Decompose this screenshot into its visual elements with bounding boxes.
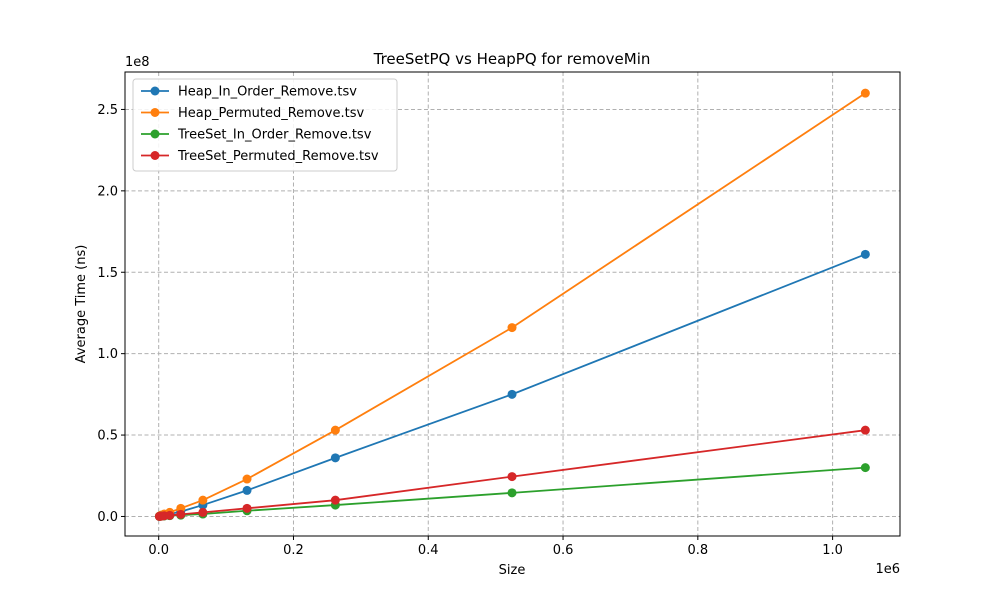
x-offset-label: 1e6 <box>875 562 900 577</box>
data-point <box>330 425 340 435</box>
plot-frame <box>124 71 901 537</box>
data-point <box>507 323 517 333</box>
legend-entry: TreeSet_In_Order_Remove.tsv <box>141 128 372 143</box>
x-tick-label: 0.4 <box>418 543 439 558</box>
data-point <box>242 474 252 484</box>
legend-label: TreeSet_In_Order_Remove.tsv <box>177 128 372 143</box>
data-point <box>242 485 252 495</box>
x-axis-label: Size <box>499 563 526 578</box>
legend-label: TreeSet_Permuted_Remove.tsv <box>177 149 379 164</box>
data-point <box>198 507 208 517</box>
data-point <box>330 453 340 463</box>
legend-marker <box>150 151 160 160</box>
y-tick-label: 1.5 <box>97 266 118 281</box>
y-tick-label: 0.5 <box>97 429 118 444</box>
data-point <box>860 463 870 473</box>
series-layer <box>154 88 870 521</box>
y-tick-label: 2.5 <box>97 103 118 118</box>
data-point <box>330 495 340 505</box>
y-offset-label: 1e8 <box>125 55 150 70</box>
legend-marker <box>150 86 160 96</box>
grid <box>125 72 900 536</box>
x-tick-label: 0.6 <box>553 543 574 558</box>
legend-entry: Heap_In_Order_Remove.tsv <box>141 85 357 100</box>
data-point <box>176 509 186 519</box>
legend-box <box>132 78 398 172</box>
legend-label: Heap_In_Order_Remove.tsv <box>178 85 357 100</box>
axes: 0.0 0.2 0.4 0.6 0.8 1.0 0.0 0.5 1.0 1.5 2.0 2.5 <box>97 103 843 558</box>
series-4 <box>154 425 870 521</box>
data-point <box>165 510 175 520</box>
legend: Heap_In_Order_Remove.tsv Heap_Permuted_Re… <box>132 78 398 172</box>
chart-title: TreeSetPQ vs HeapPQ for removeMin <box>373 50 651 68</box>
x-tick-label: 0.2 <box>283 543 304 558</box>
data-point <box>507 472 517 482</box>
data-point <box>507 389 517 399</box>
data-point <box>242 503 252 513</box>
data-point <box>507 488 517 498</box>
y-tick-label: 1.0 <box>97 347 118 362</box>
x-tick-label: 1.0 <box>822 543 843 558</box>
y-tick-label: 0.0 <box>97 510 118 525</box>
legend-marker <box>150 129 160 139</box>
x-tick-label: 0.8 <box>687 543 708 558</box>
data-point <box>860 425 870 435</box>
data-point <box>198 495 208 505</box>
y-axis-label: Average Time (ns) <box>74 245 89 364</box>
legend-entry: Heap_Permuted_Remove.tsv <box>141 106 364 121</box>
x-tick-label: 0.0 <box>148 543 169 558</box>
legend-marker <box>150 108 160 117</box>
legend-label: Heap_Permuted_Remove.tsv <box>178 106 364 121</box>
y-tick-label: 2.0 <box>97 184 118 199</box>
data-point <box>860 249 870 259</box>
legend-entry: TreeSet_Permuted_Remove.tsv <box>141 149 379 164</box>
data-point <box>860 88 870 98</box>
